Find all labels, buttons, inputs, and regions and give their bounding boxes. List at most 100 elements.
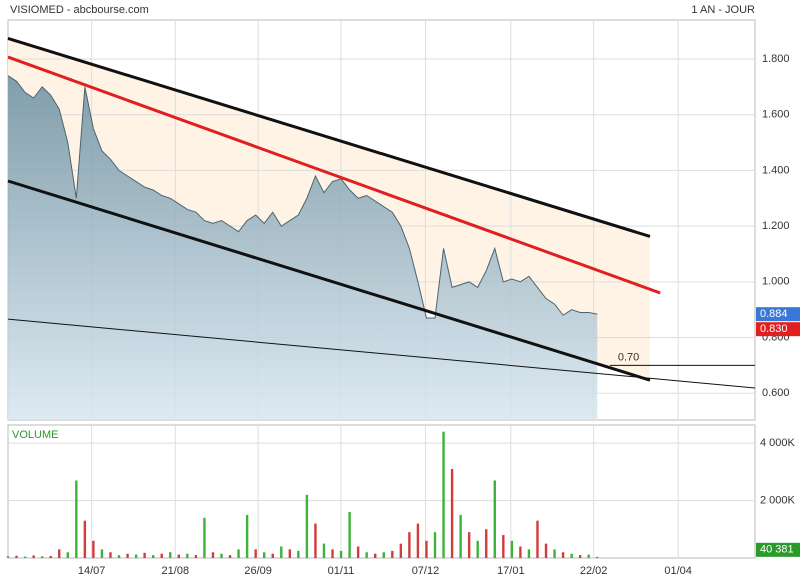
volume-bar <box>6 556 10 558</box>
volume-bar <box>177 554 180 558</box>
volume-bar <box>288 549 292 558</box>
volume-bar <box>544 543 548 558</box>
volume-bar <box>263 552 266 558</box>
x-tick-label: 01/04 <box>664 565 692 577</box>
title: VISIOMED - abcbourse.com <box>10 4 149 16</box>
volume-bar <box>109 552 112 558</box>
trendline <box>7 36 651 238</box>
volume-bar <box>203 517 206 558</box>
volume-bar <box>527 549 531 558</box>
volume-bar <box>228 555 232 558</box>
volume-bar <box>356 546 360 558</box>
trendline <box>7 55 661 295</box>
volume-bar <box>15 555 18 558</box>
volume-bar <box>570 553 573 558</box>
volume-bar <box>314 523 317 558</box>
volume-bar <box>211 552 215 558</box>
volume-bar <box>237 549 240 558</box>
volume-bar <box>186 553 189 558</box>
volume-bar <box>75 480 78 558</box>
volume-bar <box>348 512 351 558</box>
period: 1 AN - JOUR <box>691 4 755 16</box>
last-volume-box <box>756 542 800 557</box>
volume-bar <box>502 535 505 558</box>
marker-price-label: 0.830 <box>760 323 788 335</box>
y-tick-label: 1.000 <box>762 276 790 288</box>
volume-bar <box>467 532 471 558</box>
x-tick-label: 01/11 <box>328 565 355 577</box>
volume-bar <box>485 529 488 558</box>
y-tick-label: 2 000K <box>760 494 796 506</box>
volume-bar <box>143 552 146 558</box>
volume-bar <box>399 543 403 558</box>
volume-bar <box>92 540 95 558</box>
volume-bar <box>58 549 61 558</box>
x-tick-label: 14/07 <box>78 565 106 577</box>
y-tick-label: 0.600 <box>762 387 790 399</box>
volume-bar <box>169 552 172 558</box>
volume-frame <box>7 424 756 559</box>
volume-bar <box>450 468 454 558</box>
volume-bar <box>553 549 556 558</box>
volume-bar <box>23 556 27 558</box>
last-volume-label: 40 381 <box>760 544 794 556</box>
trendline <box>7 318 756 389</box>
x-tick-label: 22/02 <box>580 565 608 577</box>
volume-bar <box>297 550 300 558</box>
x-tick-label: 21/08 <box>162 565 190 577</box>
x-tick-label: 17/01 <box>497 565 525 577</box>
volume-bar <box>459 514 462 558</box>
volume-bar <box>245 514 249 558</box>
volume-bar <box>117 555 121 558</box>
volume-bar <box>271 553 274 558</box>
last-price-label: 0.884 <box>760 308 788 320</box>
volume-bar <box>40 556 44 558</box>
volume-bar <box>339 550 343 558</box>
y-tick-label: 4 000K <box>760 437 796 449</box>
marker-price-box <box>756 322 800 337</box>
x-tick-label: 07/12 <box>412 565 440 577</box>
y-tick-label: 1.200 <box>762 220 790 232</box>
price-area <box>8 75 598 421</box>
volume-bar <box>49 555 52 558</box>
volume-bar <box>322 543 326 558</box>
y-tick-label: 1.800 <box>762 53 790 65</box>
volume-bar <box>100 549 104 558</box>
level-label: 0.70 <box>618 351 639 363</box>
volume-bar <box>578 555 582 558</box>
volume-bar <box>83 520 87 558</box>
volume-bar <box>66 552 69 558</box>
volume-bar <box>32 555 35 558</box>
volume-bar <box>365 552 368 558</box>
price-line <box>7 75 598 319</box>
volume-bar <box>476 540 479 558</box>
volume-bar <box>510 540 514 558</box>
volume-bar <box>425 540 428 558</box>
volume-bar <box>433 532 437 558</box>
volume-bar <box>220 553 223 558</box>
volume-bar <box>391 550 394 558</box>
volume-title: VOLUME <box>12 429 58 441</box>
volume-bar <box>596 556 599 558</box>
volume-bar <box>442 431 445 558</box>
volume-bar <box>126 553 129 558</box>
volume-bar <box>493 480 496 558</box>
volume-bar <box>280 546 283 558</box>
y-tick-label: 1.600 <box>762 109 790 121</box>
volume-bar <box>305 494 309 558</box>
trendline <box>7 179 651 382</box>
volume-bar <box>160 553 163 558</box>
volume-bar <box>151 555 155 558</box>
volume-bar <box>134 554 138 558</box>
volume-bar <box>536 520 539 558</box>
last-price-box <box>756 307 800 322</box>
y-tick-label: 1.400 <box>762 164 790 176</box>
volume-bar <box>254 549 257 558</box>
volume-bar <box>519 546 522 558</box>
volume-bar <box>408 532 411 558</box>
volume-bar <box>416 523 420 558</box>
volume-bar <box>382 552 385 558</box>
volume-bar <box>331 549 334 558</box>
volume-bar <box>561 552 565 558</box>
